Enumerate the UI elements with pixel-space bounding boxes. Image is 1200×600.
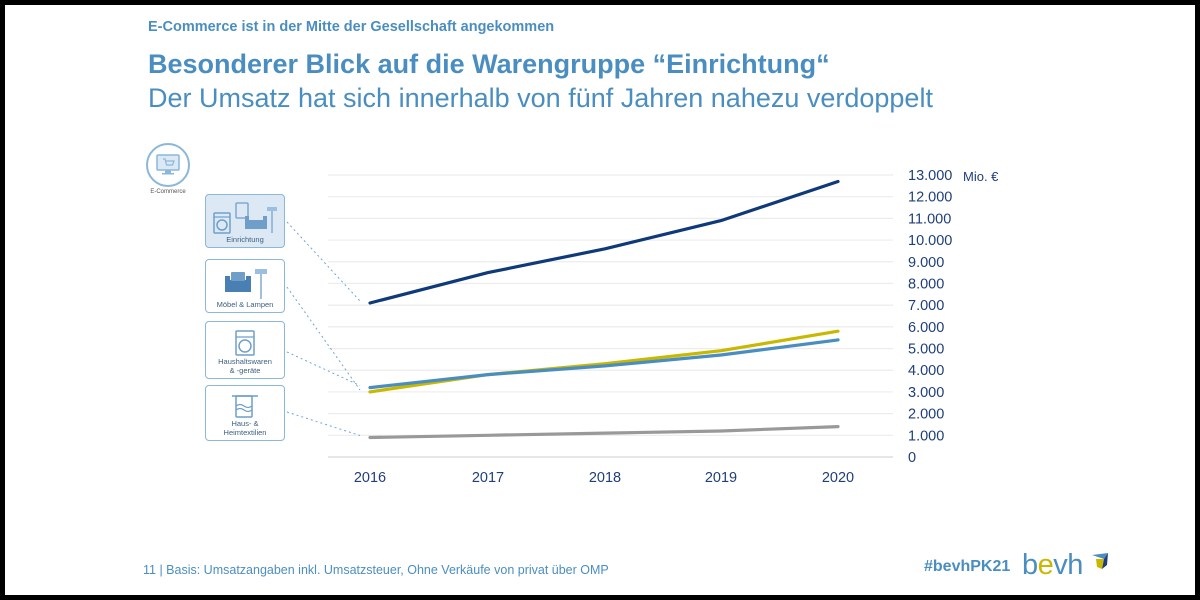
bevh-logo: bevh bbox=[1022, 549, 1083, 582]
legend-box-moebel-lampen: Möbel & Lampen bbox=[205, 259, 285, 313]
ecommerce-label: E-Commerce bbox=[150, 189, 186, 195]
legend-box-haushalt: Haushaltswaren & -geräte bbox=[205, 321, 285, 379]
series-lines bbox=[368, 179, 840, 440]
shopping-cart-monitor-icon bbox=[156, 154, 180, 175]
y-tick-label: 5.000 bbox=[908, 342, 944, 358]
x-tick-label: 2016 bbox=[354, 470, 386, 486]
ecommerce-badge: E-Commerce bbox=[143, 143, 193, 195]
series-line-haus-heimtextilien bbox=[368, 425, 840, 440]
washing-machine-icon bbox=[235, 330, 255, 356]
footer-note: 11 | Basis: Umsatzangaben inkl. Umsatzst… bbox=[143, 563, 609, 577]
kicker-heading: E-Commerce ist in der Mitte der Gesellsc… bbox=[148, 19, 555, 35]
logo-b: b bbox=[1022, 549, 1038, 581]
furnishing-icon bbox=[213, 202, 277, 234]
x-tick-label: 2020 bbox=[822, 470, 854, 486]
y-tick-label: 9.000 bbox=[908, 255, 944, 271]
legend-label-heimtextilien-1: Haus- & bbox=[231, 419, 259, 428]
armchair-lamp-icon bbox=[225, 269, 267, 299]
towel-icon bbox=[232, 395, 258, 418]
y-axis-ticks: 0 1.000 2.000 3.000 4.000 5.000 6.000 7.000 8.00… bbox=[908, 168, 952, 466]
slide: E-Commerce ist in der Mitte der Gesellsc… bbox=[5, 5, 1195, 595]
legend-label-einrichtung: Einrichtung bbox=[226, 235, 264, 244]
y-tick-label: 4.000 bbox=[908, 363, 944, 379]
x-tick-label: 2018 bbox=[589, 470, 621, 486]
y-tick-label: 1.000 bbox=[908, 428, 944, 444]
y-tick-label: 12.000 bbox=[908, 190, 952, 206]
bevh-logo-mark-icon bbox=[1092, 553, 1108, 569]
series-line-haushaltswaren-geräte bbox=[368, 338, 840, 390]
y-tick-label: 3.000 bbox=[908, 385, 944, 401]
gridlines bbox=[328, 174, 893, 458]
legend-label-haushalt-2: & -geräte bbox=[229, 366, 261, 375]
y-tick-label: 11.000 bbox=[908, 211, 951, 227]
page-title: Besonderer Blick auf die Warengruppe “Ei… bbox=[148, 49, 830, 79]
legend-label-moebel-lampen: Möbel & Lampen bbox=[216, 300, 274, 309]
y-tick-label: 2.000 bbox=[908, 407, 944, 423]
series-line-einrichtung bbox=[368, 179, 840, 305]
y-axis-unit-label: Mio. € bbox=[963, 169, 999, 184]
y-tick-label: 13.000 bbox=[908, 168, 952, 184]
legend-connector bbox=[286, 286, 361, 391]
legend-box-einrichtung: Einrichtung bbox=[205, 194, 285, 248]
logo-vh: vh bbox=[1053, 549, 1083, 581]
y-tick-label: 7.000 bbox=[908, 298, 944, 314]
y-tick-label: 8.000 bbox=[908, 276, 944, 292]
legend-connector bbox=[286, 351, 361, 387]
legend-connectors bbox=[286, 221, 361, 436]
page-subtitle: Der Umsatz hat sich innerhalb von fünf J… bbox=[148, 83, 933, 113]
series-line-möbel-lampen bbox=[368, 329, 840, 394]
legend-box-heimtextilien: Haus- & Heimtextilien bbox=[205, 385, 285, 441]
logo-e: e bbox=[1037, 549, 1054, 581]
legend-label-haushalt-1: Haushaltswaren bbox=[218, 357, 272, 366]
ecommerce-circle bbox=[146, 143, 190, 187]
x-tick-label: 2019 bbox=[705, 470, 737, 486]
y-tick-label: 0 bbox=[908, 450, 916, 466]
x-tick-label: 2017 bbox=[472, 470, 504, 486]
legend-label-heimtextilien-2: Heimtextilien bbox=[223, 428, 267, 437]
y-tick-label: 10.000 bbox=[908, 233, 952, 249]
x-axis-ticks: 2016 2017 2018 2019 2020 bbox=[354, 470, 854, 486]
hashtag: #bevhPK21 bbox=[924, 558, 1011, 575]
y-tick-label: 6.000 bbox=[908, 320, 944, 336]
legend-connector bbox=[286, 411, 361, 436]
